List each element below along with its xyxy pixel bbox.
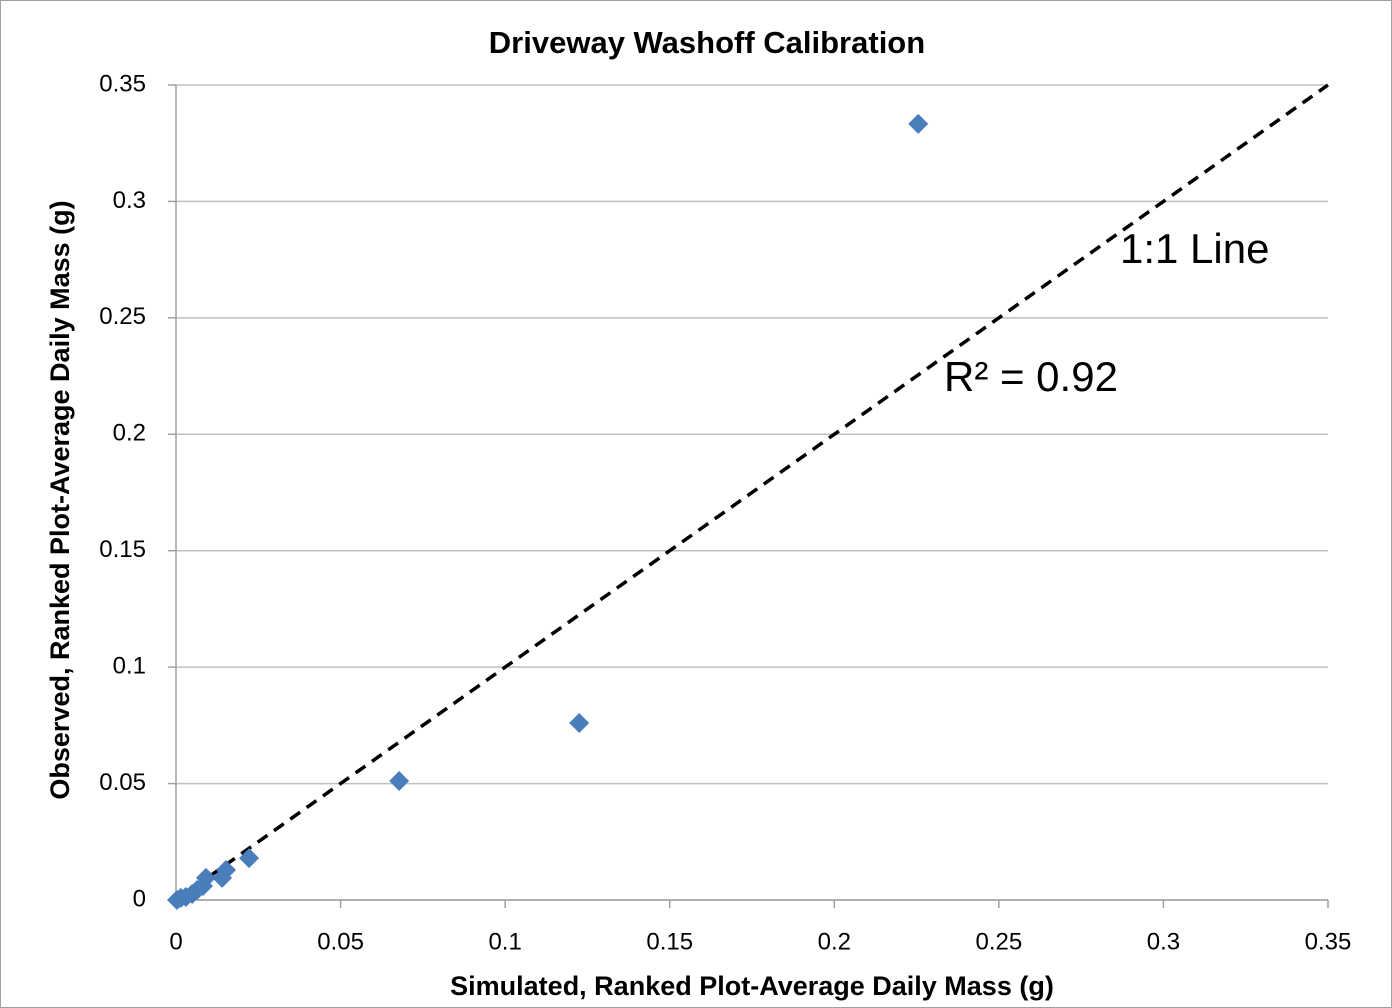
- y-tick-label: 0.15: [99, 536, 146, 563]
- x-tick-label: 0.1: [488, 928, 521, 955]
- reference-line: [174, 83, 1330, 902]
- y-tick-label: 0: [133, 885, 146, 912]
- chart-title: Driveway Washoff Calibration: [489, 25, 925, 60]
- data-point: [389, 771, 410, 792]
- y-tick-label: 0.2: [113, 420, 146, 447]
- x-tick-label: 0.05: [317, 928, 364, 955]
- x-tick-label: 0.15: [646, 928, 693, 955]
- x-tick-label: 0.25: [975, 928, 1022, 955]
- annotation: 1:1 Line: [1120, 225, 1269, 272]
- data-point: [908, 113, 929, 134]
- y-tick-label: 0.3: [113, 187, 146, 214]
- x-tick-label: 0.2: [818, 928, 851, 955]
- data-point: [212, 867, 233, 888]
- annotation: R² = 0.92: [944, 353, 1118, 400]
- y-tick-label: 0.25: [99, 303, 146, 330]
- y-tick-label: 0.35: [99, 70, 146, 97]
- y-tick-label: 0.1: [113, 652, 146, 679]
- data-point: [569, 713, 590, 734]
- y-tick-label: 0.05: [99, 769, 146, 796]
- x-tick-label: 0: [169, 928, 182, 955]
- x-tick-label: 0.3: [1147, 928, 1180, 955]
- x-axis-label: Simulated, Ranked Plot-Average Daily Mas…: [450, 971, 1054, 1001]
- x-tick-label: 0.35: [1305, 928, 1352, 955]
- data-point: [239, 848, 260, 869]
- y-axis-label: Observed, Ranked Plot-Average Daily Mass…: [45, 200, 75, 799]
- data-point: [166, 890, 187, 910]
